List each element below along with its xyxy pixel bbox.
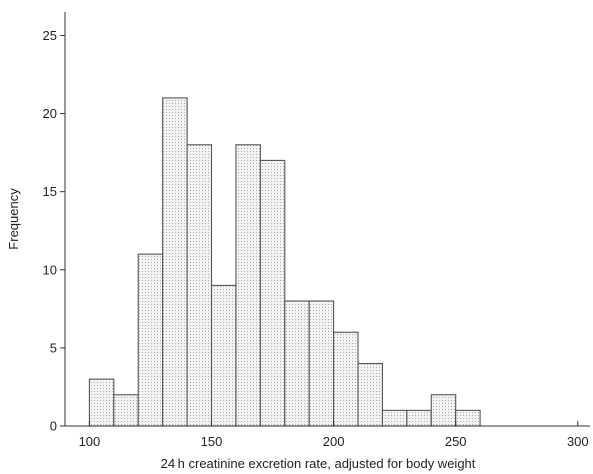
x-axis-title: 24 h creatinine excretion rate, adjusted…: [161, 456, 476, 471]
histogram-bar: [162, 97, 188, 427]
histogram-bar: [210, 284, 237, 427]
histogram-bar: [430, 394, 457, 427]
histogram-bar: [333, 331, 359, 427]
y-axis-title: Frequency: [6, 188, 21, 250]
histogram-bar: [137, 253, 164, 427]
y-tick-label: 20: [43, 106, 57, 121]
histogram-bar: [406, 409, 432, 427]
y-axis-ticks: 0 5 10 15 20 25: [43, 28, 65, 434]
y-tick-label: 10: [43, 262, 57, 277]
histogram-bar: [259, 159, 286, 427]
x-tick-label: 250: [445, 434, 467, 449]
x-tick-label: 200: [323, 434, 345, 449]
histogram-bar: [113, 394, 139, 427]
histogram-bar: [357, 362, 383, 427]
histogram-bar: [381, 409, 408, 427]
y-tick-label: 25: [43, 28, 57, 43]
x-axis-ticks: 100 150 200 250 300: [79, 421, 589, 449]
histogram-bar: [88, 378, 115, 427]
y-tick-label: 0: [50, 419, 57, 434]
bars-group: [88, 97, 481, 427]
x-tick-label: 300: [567, 434, 589, 449]
histogram-bar: [284, 300, 310, 427]
histogram-bar: [186, 144, 213, 427]
histogram-bar: [455, 409, 481, 427]
histogram-bar: [308, 300, 335, 427]
x-tick-label: 100: [79, 434, 101, 449]
x-tick-label: 150: [201, 434, 223, 449]
y-tick-label: 5: [50, 340, 57, 355]
histogram-bar: [235, 144, 261, 427]
y-tick-label: 15: [43, 184, 57, 199]
